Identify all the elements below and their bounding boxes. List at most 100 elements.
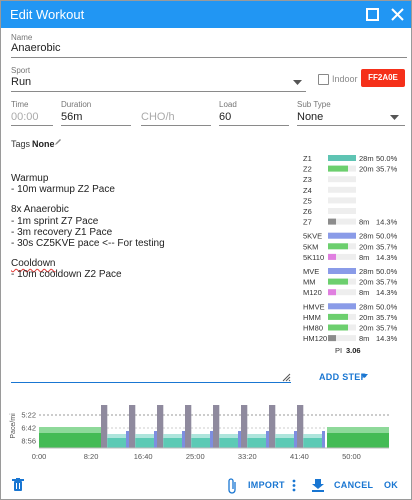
zone-name: MM — [303, 278, 316, 287]
zone-track — [328, 253, 356, 260]
download-icon[interactable] — [312, 479, 324, 492]
step-block — [297, 405, 304, 448]
add-step-button[interactable]: ADD STEP — [319, 372, 367, 382]
dropdown-arrow[interactable] — [293, 80, 303, 86]
dialog-title: Edit Workout — [10, 7, 85, 22]
field-label: Duration — [61, 100, 92, 109]
zone-percent: 35.7% — [376, 165, 398, 174]
step-block — [107, 438, 126, 448]
text-line: Cooldown — [11, 258, 56, 270]
zone-duration: 8m — [359, 288, 369, 297]
zone-bar — [328, 243, 348, 250]
field-underline — [219, 125, 289, 126]
field-value[interactable]: None — [297, 111, 324, 123]
y-axis-label: Pace/mi — [10, 413, 17, 439]
text-line: - 3m recovery Z1 Pace — [11, 226, 113, 238]
zone-percent: 14.3% — [376, 253, 398, 262]
maximize-icon[interactable] — [366, 8, 379, 21]
field-label: Load — [219, 100, 237, 109]
zone-duration: 20m — [359, 242, 374, 251]
zone-name: Z5 — [303, 196, 312, 205]
color-button[interactable]: FF2A0E — [361, 69, 405, 87]
zone-name: Z2 — [303, 165, 312, 174]
zone-name: HM120 — [303, 334, 327, 343]
tags-label: Tags — [11, 139, 31, 149]
field-label: Sport — [11, 66, 31, 75]
pi-label: PI — [335, 346, 342, 355]
pi-value: 3.06 — [346, 346, 361, 355]
field-value[interactable]: 56m — [61, 111, 83, 123]
step-block — [163, 438, 182, 448]
paragraph: Cooldown - 10m cooldown Z2 Pace — [11, 258, 165, 280]
close-icon[interactable] — [391, 8, 404, 21]
checkbox[interactable] — [318, 74, 329, 85]
zone-percent: 50.0% — [376, 302, 398, 311]
zone-percent: 14.3% — [376, 334, 398, 343]
attach-icon[interactable] — [228, 478, 236, 494]
dropdown-arrow[interactable] — [390, 115, 400, 121]
y-tick-label: 6:42 — [21, 424, 36, 433]
zone-duration: 28m — [359, 154, 374, 163]
field-value[interactable]: Anaerobic — [11, 42, 61, 54]
text-line: - 10m warmup Z2 Pace — [11, 184, 115, 196]
import-button[interactable]: IMPORT — [248, 480, 285, 490]
zone-track — [328, 335, 356, 342]
zone-bar — [328, 253, 337, 260]
x-tick-label: 50:00 — [342, 452, 361, 461]
step-block — [154, 431, 157, 448]
field-value[interactable]: Run — [11, 76, 32, 88]
field-placeholder[interactable]: 00:00 — [11, 111, 39, 123]
dropdown-arrow[interactable] — [361, 374, 369, 379]
description[interactable]: Warmup - 10m warmup Z2 Pace 8x Anaerobic - … — [11, 173, 165, 290]
more-icon[interactable] — [292, 479, 296, 492]
field-underline — [11, 91, 306, 92]
zone-bar — [328, 165, 348, 172]
x-tick-label: 41:40 — [290, 452, 309, 461]
zone-name: HM80 — [303, 324, 323, 333]
delete-icon[interactable] — [12, 478, 24, 491]
zone-bar — [328, 324, 348, 331]
action-bar — [12, 478, 324, 494]
field-value[interactable]: 60 — [219, 111, 232, 123]
pace-chart: Pace/mi 5:22 6:42 8:56 0:00 8:20 16:40 25:00 33:… — [10, 405, 389, 461]
text-line: - 1m sprint Z7 Pace — [11, 215, 99, 227]
zone-bar — [328, 268, 356, 274]
y-tick-label: 8:56 — [21, 437, 36, 446]
field-underline — [11, 57, 407, 58]
zone-track — [328, 208, 356, 214]
step-block — [126, 431, 129, 448]
step-block — [322, 431, 325, 448]
zone-bar — [328, 218, 337, 225]
text-line: - 30s CZ5KVE pace <-- For testing — [11, 238, 165, 250]
field-label: Name — [11, 33, 33, 42]
field-placeholder[interactable]: CHO/h — [141, 111, 175, 123]
resize-handle[interactable] — [282, 373, 291, 382]
step-block — [247, 438, 266, 448]
text-line: Warmup — [11, 173, 49, 184]
zone-name: Z4 — [303, 186, 312, 195]
step-block — [266, 431, 269, 448]
cancel-button[interactable]: CANCEL — [334, 480, 374, 490]
tags-value[interactable]: None — [32, 139, 55, 149]
step-block — [294, 431, 297, 448]
edit-icon[interactable] — [54, 138, 62, 146]
zone-duration: 20m — [359, 278, 374, 287]
zone-percent: 35.7% — [376, 324, 398, 333]
zone-bar — [328, 313, 348, 320]
step-block — [129, 405, 136, 448]
step-block — [210, 431, 213, 448]
paragraph: Warmup - 10m warmup Z2 Pace — [11, 173, 165, 195]
ok-button[interactable]: OK — [384, 480, 399, 490]
zone-track — [328, 218, 356, 225]
zone-percent: 35.7% — [376, 313, 398, 322]
zone-percent: 50.0% — [376, 154, 398, 163]
zone-duration: 20m — [359, 165, 374, 174]
step-block — [238, 431, 241, 448]
step-block — [157, 405, 164, 448]
zone-track — [328, 186, 356, 193]
zone-name: 5K110 — [303, 253, 324, 262]
zone-percent: 50.0% — [376, 267, 398, 276]
checkbox-label: Indoor — [332, 74, 358, 84]
x-tick-label: 16:40 — [134, 452, 153, 461]
workout-steps — [39, 405, 389, 448]
